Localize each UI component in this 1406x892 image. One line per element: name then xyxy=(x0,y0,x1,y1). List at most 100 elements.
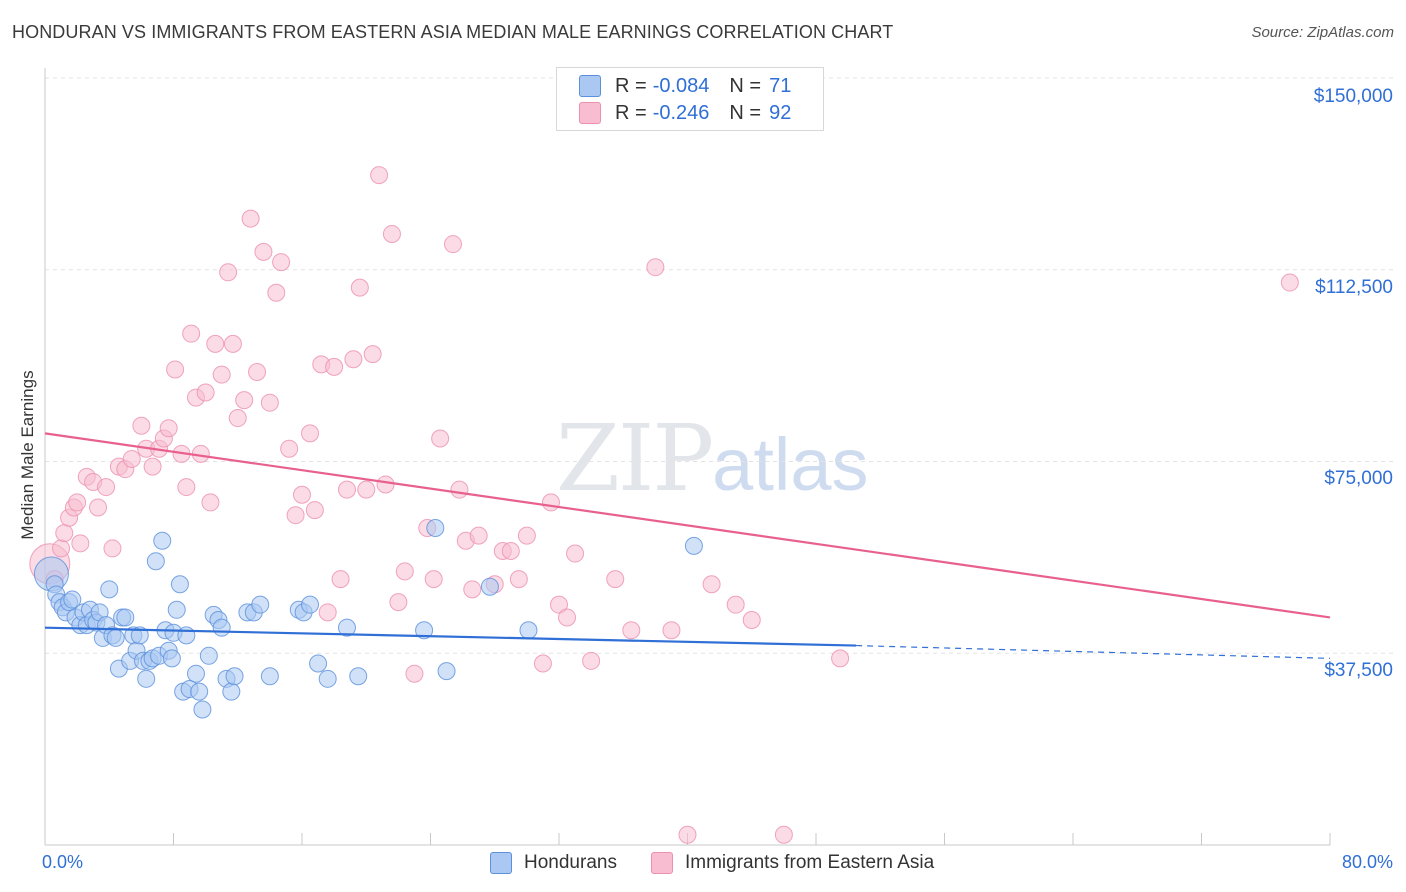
honduran-point xyxy=(426,518,445,537)
eastern-asia-point xyxy=(389,593,408,612)
honduran-point xyxy=(170,575,189,594)
n-value: 71 xyxy=(769,74,792,97)
watermark-atlas: atlas xyxy=(712,423,869,506)
legend-item-eastern-asia: Immigrants from Eastern Asia xyxy=(651,852,934,874)
eastern-asia-point xyxy=(357,480,376,499)
honduran-point xyxy=(146,552,165,571)
eastern-asia-point xyxy=(646,258,665,277)
honduran-point xyxy=(301,595,320,614)
eastern-asia-point xyxy=(272,253,291,272)
honduran-point xyxy=(309,654,328,673)
honduran-point xyxy=(100,580,119,599)
x-tick-label: 0.0% xyxy=(42,852,84,872)
honduran-point xyxy=(116,608,135,627)
eastern-asia-point xyxy=(541,493,560,512)
eastern-asia-point xyxy=(450,480,469,499)
eastern-asia-point xyxy=(509,570,528,589)
honduran-point xyxy=(106,628,125,647)
eastern-asia-point xyxy=(182,324,201,343)
honduran-point xyxy=(318,669,337,688)
eastern-asia-point xyxy=(517,526,536,545)
eastern-asia-point xyxy=(831,649,850,668)
eastern-asia-point xyxy=(582,651,601,670)
y-tick-label: $112,500 xyxy=(1315,277,1393,298)
eastern-asia-point xyxy=(201,493,220,512)
eastern-asia-point xyxy=(260,393,279,412)
y-tick-label: $150,000 xyxy=(1313,86,1393,107)
r-label: R = xyxy=(615,74,647,97)
source-note: Source: ZipAtlas.com xyxy=(1251,24,1394,41)
eastern-asia-point xyxy=(325,357,344,376)
eastern-asia-point xyxy=(550,595,568,614)
eastern-asia-point xyxy=(424,570,443,589)
eastern-asia-point xyxy=(606,570,625,589)
eastern-asia-point xyxy=(196,383,215,402)
eastern-asia-point xyxy=(702,575,721,594)
legend-label: Immigrants from Eastern Asia xyxy=(685,852,935,873)
eastern-asia-point xyxy=(212,365,231,384)
eastern-asia-point xyxy=(132,416,151,435)
eastern-asia-point xyxy=(206,334,225,353)
eastern-asia-point xyxy=(122,449,141,468)
eastern-asia-point xyxy=(241,209,260,228)
honduran-point xyxy=(349,667,368,686)
eastern-asia-point xyxy=(350,278,369,297)
honduran-point xyxy=(684,536,703,555)
eastern-asia-point xyxy=(501,541,520,560)
blue-swatch xyxy=(579,75,601,97)
watermark-zip: ZIP xyxy=(556,405,714,512)
correlation-legend: R = -0.084 N = 71 R = -0.246 N = 92 xyxy=(556,67,824,131)
r-value: -0.246 xyxy=(652,101,710,124)
honduran-point xyxy=(186,664,205,683)
y-tick-label: $37,500 xyxy=(1324,660,1393,681)
eastern-asia-point xyxy=(622,621,641,640)
eastern-asia-point xyxy=(143,457,162,476)
eastern-asia-point xyxy=(662,621,681,640)
honduran-point xyxy=(153,531,172,550)
eastern-asia-point xyxy=(742,611,761,630)
eastern-asia-point xyxy=(463,580,482,599)
honduran-point xyxy=(415,621,434,640)
eastern-asia-point xyxy=(318,603,337,622)
honduran-point xyxy=(137,669,156,688)
honduran-point xyxy=(130,626,149,645)
eastern-asia-point xyxy=(305,501,324,520)
eastern-asia-point xyxy=(280,439,299,458)
honduran-point xyxy=(190,682,209,701)
eastern-asia-point xyxy=(566,544,585,563)
eastern-asia-point xyxy=(376,475,395,494)
eastern-asia-point xyxy=(443,235,462,254)
n-label: N = xyxy=(729,101,762,124)
eastern-asia-point xyxy=(166,360,185,379)
honduran-point xyxy=(519,621,538,640)
eastern-asia-point xyxy=(254,242,273,261)
eastern-asia-point xyxy=(293,485,311,504)
honduran-point xyxy=(222,682,241,701)
n-label: N = xyxy=(729,74,762,97)
eastern-asia-point xyxy=(469,526,488,545)
honduran-trend-line xyxy=(44,626,857,647)
r-value: -0.084 xyxy=(652,74,710,97)
legend-label: Hondurans xyxy=(524,852,617,873)
eastern-asia-point xyxy=(1280,273,1299,292)
eastern-asia-point xyxy=(89,498,108,517)
eastern-asia-point xyxy=(370,166,389,185)
legend-row-eastern-asia: R = -0.246 N = 92 xyxy=(579,100,791,126)
eastern-asia-point xyxy=(228,409,247,428)
honduran-point xyxy=(63,590,82,609)
x-tick-label: 80.0% xyxy=(1341,852,1393,872)
honduran-point xyxy=(177,626,196,645)
eastern-asia-point xyxy=(52,539,71,558)
eastern-asia-point xyxy=(678,825,697,844)
legend-row-hondurans: R = -0.084 N = 71 xyxy=(579,73,791,99)
eastern-asia-point xyxy=(301,424,320,443)
eastern-asia-point xyxy=(177,478,196,497)
legend-item-hondurans: Hondurans xyxy=(490,852,617,874)
honduran-point xyxy=(260,667,279,686)
eastern-asia-point xyxy=(331,570,350,589)
honduran-point xyxy=(199,646,218,665)
honduran-point xyxy=(193,700,212,719)
eastern-asia-point xyxy=(223,334,242,353)
eastern-asia-point xyxy=(337,480,356,499)
